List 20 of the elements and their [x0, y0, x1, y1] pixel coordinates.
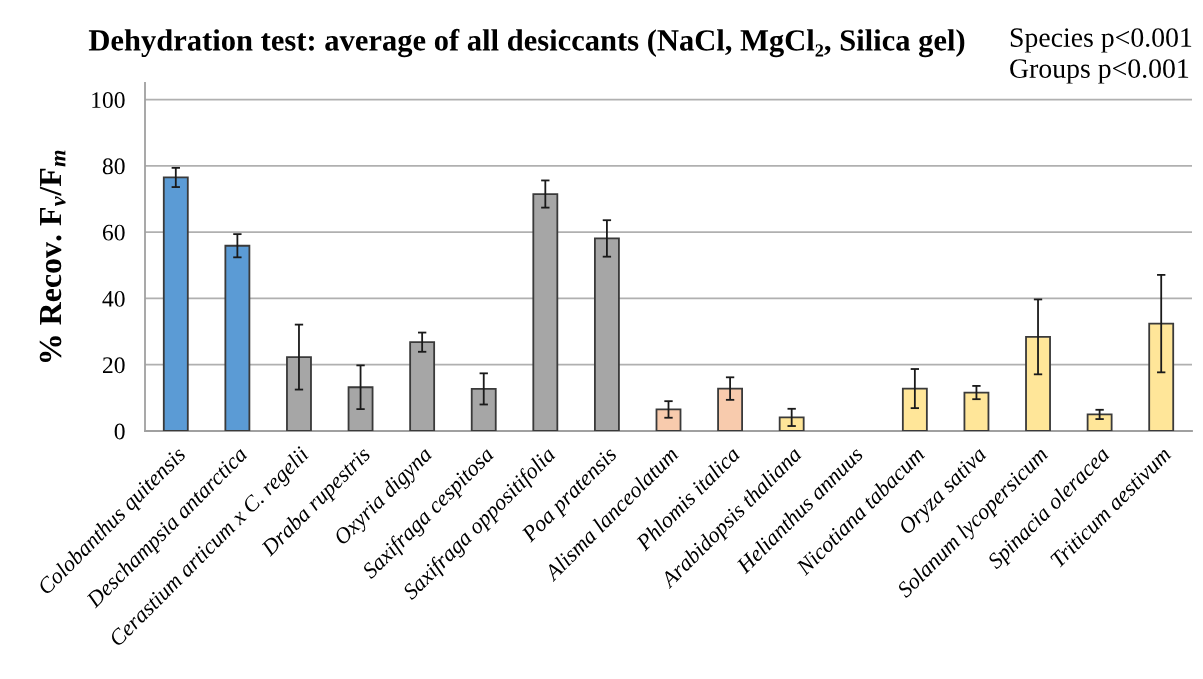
- bar: [1148, 322, 1175, 431]
- bar: [224, 244, 251, 431]
- bar: [963, 391, 990, 431]
- y-tick-label: 60: [102, 224, 125, 241]
- bar: [1086, 413, 1113, 431]
- y-tick-label: 0: [114, 423, 125, 440]
- annotation: Groups p<0.001: [1010, 59, 1189, 84]
- text: Species p<0.001: [1010, 28, 1192, 53]
- bar: [1025, 335, 1051, 431]
- bar: [901, 387, 928, 431]
- y-tick-label: 100: [92, 92, 125, 108]
- bar: [717, 387, 744, 431]
- y-tick-label: 40: [102, 290, 125, 307]
- y-axis-title: % Recov. F$_{v}$/F$_{m}$: [39, 150, 66, 363]
- y-tick-label: 80: [102, 158, 125, 175]
- chart-title: Dehydration test: average of all desiccants (NaCl, MgCl₂, Silica gel): [88, 28, 965, 58]
- bar: [655, 408, 682, 431]
- bar: [778, 416, 805, 431]
- bar: [162, 176, 189, 431]
- y-tick-label: 20: [102, 357, 125, 374]
